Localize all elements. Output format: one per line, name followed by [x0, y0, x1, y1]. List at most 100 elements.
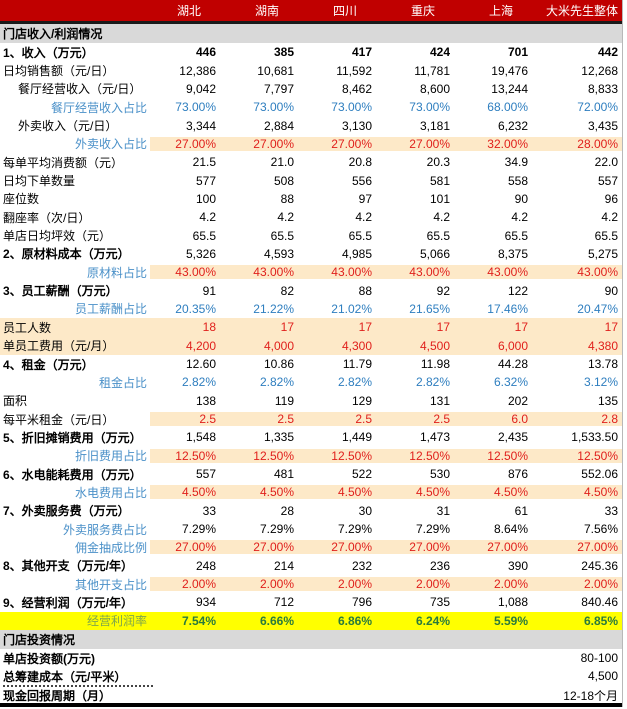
cell-value: 876: [507, 467, 528, 482]
cell-value: 2.00%: [384, 577, 462, 592]
table-row: 餐厅经营收入占比 73.00% 73.00% 73.00% 73.00% 68.00% 72…: [0, 98, 622, 116]
column-header-row: 湖北 湖南 四川 重庆 上海 大米先生整体: [0, 0, 622, 24]
cell-value: 557: [597, 173, 618, 188]
investment-row: 现金回报周期（月） 12-18个月: [0, 687, 622, 703]
cell-value: 1,449: [341, 430, 372, 445]
cell-value: 5,066: [419, 246, 450, 261]
cell-value: 65.5: [192, 228, 216, 243]
cell-value: 27.00%: [306, 540, 384, 555]
cell-value: 100: [195, 191, 216, 206]
cell-value: 6.0: [462, 412, 540, 427]
cell-value: 4,593: [263, 246, 294, 261]
row-label: 单店日均坪效（元）: [3, 229, 112, 244]
cell-value: 3,435: [587, 118, 618, 133]
cell-value: 27.00%: [228, 540, 306, 555]
row-label: 餐厅经营收入（元/日）: [18, 82, 142, 97]
cell-value: 4,300: [341, 338, 372, 353]
cell-value: 6,232: [497, 118, 528, 133]
cell-value: 390: [507, 558, 528, 573]
cell-value: 91: [202, 283, 216, 298]
cell-value: 7.29%: [259, 522, 294, 537]
table-row: 单店日均坪效（元） 65.5 65.5 65.5 65.5 65.5 65.5: [0, 226, 622, 244]
cell-value: 68.00%: [487, 100, 528, 115]
bottom-border: [0, 703, 622, 707]
cell-value: 417: [351, 45, 372, 60]
cell-value: 522: [351, 467, 372, 482]
row-label: 9、经营利润（万元/年）: [3, 595, 134, 610]
cell-value: 11,592: [336, 63, 372, 78]
cell-value: 2,884: [263, 118, 294, 133]
cell-value: 5,326: [185, 246, 216, 261]
cell-value: 65.5: [426, 228, 450, 243]
row-label: 员工人数: [3, 320, 52, 335]
row-label: 佣金抽成比例: [74, 540, 147, 555]
cell-value: 12.50%: [384, 448, 462, 463]
cell-value: 4.2: [433, 210, 450, 225]
row-label: 1、收入（万元）: [3, 45, 94, 60]
cell-value: 2.00%: [540, 577, 622, 592]
cell-value: 2.5: [150, 412, 228, 427]
row-label: 翻座率（次/日）: [3, 210, 91, 225]
cell-value: 88: [280, 191, 294, 206]
cell-value: 30: [358, 503, 372, 518]
cell-value: 4.2: [511, 210, 528, 225]
cell-value: 424: [429, 45, 450, 60]
cell-value: 581: [429, 173, 450, 188]
cell-value: 27.00%: [540, 540, 622, 555]
table-row: 佣金抽成比例 27.00% 27.00% 27.00% 27.00% 27.00% 27.0…: [0, 538, 622, 556]
cell-value: 17: [604, 320, 618, 335]
cell-value: 6.24%: [415, 613, 450, 628]
table-row: 其他开支占比 2.00% 2.00% 2.00% 2.00% 2.00% 2.00%: [0, 575, 622, 593]
cell-value: 446: [195, 45, 216, 60]
cell-value: 796: [351, 595, 372, 610]
cell-value: 22.0: [594, 155, 618, 170]
cell-value: 27.00%: [462, 540, 540, 555]
cell-value: 20.3: [426, 155, 450, 170]
cell-value: 12.50%: [540, 448, 622, 463]
cell-value: 5.59%: [493, 613, 528, 628]
cell-value: 1,533.50: [571, 430, 618, 445]
table-row: 8、其他开支（万元/年） 248 214 232 236 390 245.36: [0, 557, 622, 575]
cell-value: 6,000: [497, 338, 528, 353]
cell-value: 20.8: [348, 155, 372, 170]
cell-value: 20.47%: [577, 301, 618, 316]
cell-value: 12.50%: [462, 448, 540, 463]
table-row: 折旧费用占比 12.50% 12.50% 12.50% 12.50% 12.50% 12.5…: [0, 447, 622, 465]
cell-value: 4,985: [341, 246, 372, 261]
row-label: 外卖收入占比: [74, 137, 147, 152]
cell-value: 65.5: [348, 228, 372, 243]
cell-value: 21.65%: [409, 301, 450, 316]
row-label: 每单平均消费额（元）: [3, 155, 124, 170]
cell-value: 4,200: [185, 338, 216, 353]
dotted-divider: [3, 685, 153, 687]
table-row: 餐厅经营收入（元/日） 9,042 7,797 8,462 8,600 13,244 8,8…: [0, 80, 622, 98]
cell-value: 2.00%: [306, 577, 384, 592]
investment-label: 单店投资额(万元): [3, 651, 95, 666]
cell-value: 21.22%: [253, 301, 294, 316]
cell-value: 2.82%: [337, 375, 372, 390]
cell-value: 4.2: [199, 210, 216, 225]
table-row: 1、收入（万元） 446 385 417 424 701 442: [0, 43, 622, 61]
row-label: 每平米租金（元/日）: [3, 412, 115, 427]
cell-value: 701: [507, 45, 528, 60]
cell-value: 20.35%: [175, 301, 216, 316]
row-label: 7、外卖服务费（万元）: [3, 504, 130, 519]
cell-value: 8,833: [587, 81, 618, 96]
cell-value: 13.78: [587, 357, 618, 372]
cell-value: 43.00%: [540, 265, 622, 280]
cell-value: 2.8: [540, 412, 622, 427]
cell-value: 2.82%: [415, 375, 450, 390]
row-label: 面积: [3, 394, 28, 409]
data-rows: 1、收入（万元） 446 385 417 424 701 442 日均销售额（元/日） 12,3…: [0, 43, 622, 630]
investment-row: 单店投资额(万元) 80-100: [0, 649, 622, 667]
investment-value: 4,500: [587, 669, 618, 683]
cell-value: 119: [274, 393, 294, 408]
cell-value: 73.00%: [331, 100, 372, 115]
cell-value: 8,600: [419, 81, 450, 96]
table-row: 2、原材料成本（万元） 5,326 4,593 4,985 5,066 8,375 5,27…: [0, 245, 622, 263]
cell-value: 28.00%: [540, 136, 622, 151]
cell-value: 82: [280, 283, 294, 298]
cell-value: 27.00%: [384, 540, 462, 555]
column-header: 四川: [332, 4, 357, 18]
